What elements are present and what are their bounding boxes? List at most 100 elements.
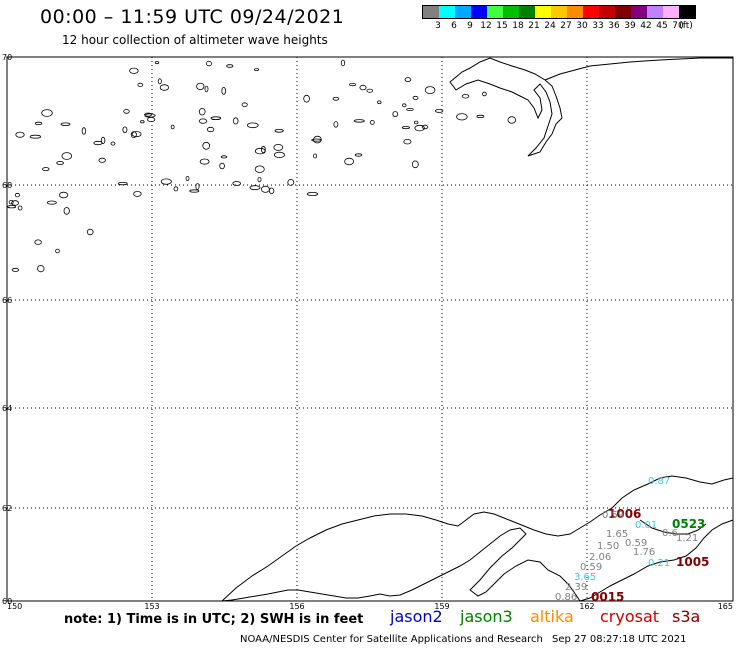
wave-height-value: 1006 xyxy=(608,507,641,521)
ice-floe xyxy=(60,122,71,126)
ice-floe xyxy=(170,124,175,130)
ice-floe xyxy=(122,126,128,134)
latitude-label: 62 xyxy=(2,504,12,513)
legend-swatch xyxy=(583,6,599,18)
ice-floe xyxy=(202,141,211,150)
ice-floe xyxy=(421,124,429,130)
legend-label: 45 xyxy=(656,21,668,31)
ice-floe xyxy=(154,61,160,65)
map-title: 00:00 – 11:59 UTC 09/24/2021 xyxy=(40,6,345,28)
ice-floe xyxy=(7,205,17,209)
wave-height-value: 0523 xyxy=(672,517,705,531)
ice-floe xyxy=(204,85,209,93)
map-subtitle: 12 hour collection of altimeter wave hei… xyxy=(62,33,328,47)
ice-floe xyxy=(287,178,295,186)
legend-swatch xyxy=(519,6,535,18)
ice-floe xyxy=(117,182,128,186)
legend-label: 30 xyxy=(576,21,588,31)
ice-floe xyxy=(353,119,365,123)
ice-floe xyxy=(147,116,156,123)
ice-floe xyxy=(129,67,139,74)
ice-floe xyxy=(366,88,374,93)
ice-floe xyxy=(206,126,215,133)
ice-floe xyxy=(131,131,142,138)
legend-label: 27 xyxy=(560,21,572,31)
ice-floe xyxy=(414,124,425,132)
ice-floe xyxy=(507,116,516,124)
ice-floe xyxy=(232,117,239,125)
ice-floe xyxy=(313,153,318,159)
legend-swatch xyxy=(647,6,663,18)
wave-height-value: 0.59 xyxy=(625,538,647,549)
legend-label: 36 xyxy=(608,21,620,31)
ice-floe xyxy=(476,114,485,119)
legend-label: 39 xyxy=(624,21,636,31)
ice-floe xyxy=(46,200,57,205)
legend-swatch xyxy=(455,6,471,18)
color-legend: 3 6 9 12 15 18 21 24 27 30 33 36 39 42 45 70 (ft) xyxy=(422,5,696,33)
ice-floe xyxy=(198,118,208,124)
units-note: note: 1) Time is in UTC; 2) SWH is in fe… xyxy=(64,612,364,627)
ice-floe xyxy=(205,60,212,67)
ice-floe xyxy=(98,157,106,163)
ice-floe xyxy=(377,100,382,105)
ice-floe xyxy=(340,59,346,67)
ice-floe xyxy=(411,160,419,169)
legend-label: 42 xyxy=(640,21,652,31)
legend-label: 33 xyxy=(592,21,604,31)
ice-floe xyxy=(160,178,172,185)
wave-height-value: 1.76 xyxy=(633,547,655,558)
ice-floe xyxy=(123,109,130,114)
ice-floe xyxy=(306,191,319,196)
longitude-label: 153 xyxy=(144,602,159,611)
ice-floe xyxy=(34,239,42,245)
ice-floe xyxy=(404,77,412,82)
ice-floe xyxy=(17,205,23,211)
ice-floe xyxy=(55,248,60,254)
wave-height-value: 2.39 xyxy=(565,582,587,593)
longitude-label: 165 xyxy=(718,602,733,611)
ice-floe xyxy=(249,185,261,191)
latitude-label: 66 xyxy=(2,296,12,305)
coastline-north-alaska xyxy=(449,57,563,157)
wave-height-value: 0.86 xyxy=(555,592,577,603)
longitude-label: 156 xyxy=(289,602,304,611)
ice-floe xyxy=(232,181,242,186)
ice-floe xyxy=(333,121,339,128)
ice-floe xyxy=(198,107,206,116)
ice-floe xyxy=(110,141,116,146)
wave-height-value: 0.87 xyxy=(648,476,670,487)
wave-height-value: 3.65 xyxy=(574,572,596,583)
ice-floe xyxy=(34,121,43,126)
ice-floe xyxy=(61,152,73,160)
wave-height-value: 0015 xyxy=(591,590,624,604)
wave-height-value: 0.6 xyxy=(662,528,678,539)
ice-floe xyxy=(221,87,227,95)
ice-floe xyxy=(63,207,70,215)
ice-floe xyxy=(86,228,94,236)
ice-floe xyxy=(253,68,260,71)
ice-floe xyxy=(189,189,200,193)
satellite-name-jason2: jason2 xyxy=(390,607,443,626)
latitude-label: 60 xyxy=(2,597,12,606)
ice-floe xyxy=(247,122,259,129)
ice-floe xyxy=(42,167,50,172)
latitude-label: 68 xyxy=(2,181,12,190)
legend-label: 18 xyxy=(512,21,524,31)
ice-floe xyxy=(461,94,470,99)
legend-swatch xyxy=(439,6,455,18)
longitude-label: 150 xyxy=(7,602,22,611)
ice-floe xyxy=(332,97,340,101)
legend-label: 9 xyxy=(467,21,473,31)
legend-swatch xyxy=(599,6,615,18)
ice-floe xyxy=(144,113,156,118)
ice-floe xyxy=(456,113,468,121)
map-frame xyxy=(6,56,734,602)
coastline xyxy=(220,57,734,602)
coastline-south-landmass xyxy=(220,475,734,602)
ice-floe xyxy=(226,64,234,68)
ice-floe xyxy=(260,145,266,154)
